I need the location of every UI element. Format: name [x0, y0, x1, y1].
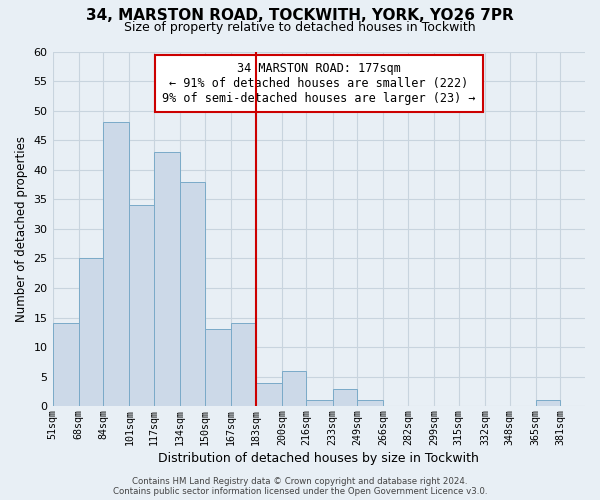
- Bar: [256, 382, 282, 406]
- Bar: [130, 205, 154, 406]
- Bar: [79, 258, 103, 406]
- Bar: [332, 388, 357, 406]
- X-axis label: Distribution of detached houses by size in Tockwith: Distribution of detached houses by size …: [158, 452, 479, 465]
- Text: 34 MARSTON ROAD: 177sqm
← 91% of detached houses are smaller (222)
9% of semi-de: 34 MARSTON ROAD: 177sqm ← 91% of detache…: [162, 62, 476, 105]
- Bar: [536, 400, 560, 406]
- Text: Size of property relative to detached houses in Tockwith: Size of property relative to detached ho…: [124, 21, 476, 34]
- Bar: [307, 400, 332, 406]
- Bar: [231, 324, 256, 406]
- Bar: [282, 371, 307, 406]
- Text: Contains HM Land Registry data © Crown copyright and database right 2024.
Contai: Contains HM Land Registry data © Crown c…: [113, 476, 487, 496]
- Bar: [180, 182, 205, 406]
- Bar: [53, 324, 79, 406]
- Bar: [205, 330, 231, 406]
- Text: 34, MARSTON ROAD, TOCKWITH, YORK, YO26 7PR: 34, MARSTON ROAD, TOCKWITH, YORK, YO26 7…: [86, 8, 514, 22]
- Bar: [103, 122, 130, 406]
- Bar: [357, 400, 383, 406]
- Y-axis label: Number of detached properties: Number of detached properties: [15, 136, 28, 322]
- Bar: [154, 152, 180, 406]
